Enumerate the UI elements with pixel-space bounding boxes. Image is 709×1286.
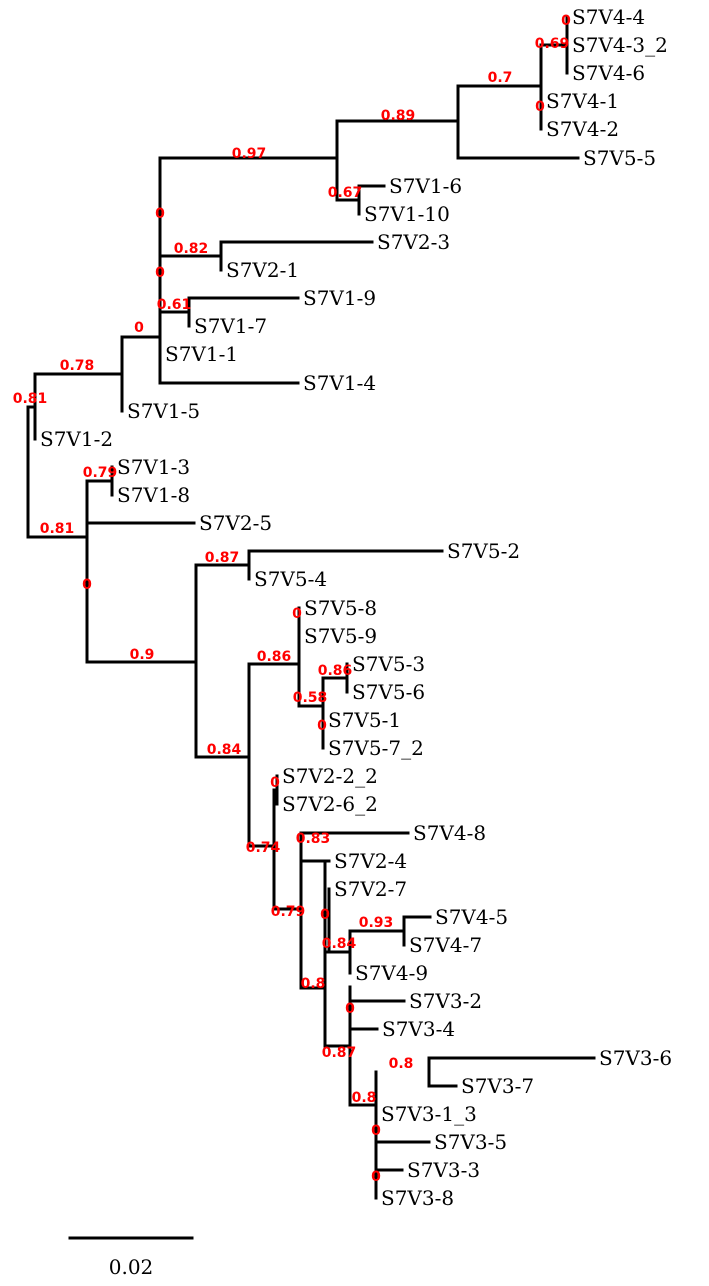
support-value: 0.74	[246, 840, 281, 856]
support-value: 0	[320, 907, 330, 923]
tip-label: S7V3-8	[381, 1186, 454, 1210]
tip-label: S7V2-3	[377, 230, 450, 254]
tip-label: S7V1-9	[303, 286, 376, 310]
support-value: 0	[292, 606, 302, 622]
tip-label: S7V1-6	[389, 174, 462, 198]
support-value: 0.8	[301, 976, 326, 992]
support-value: 0.87	[205, 550, 240, 566]
tip-label: S7V5-3	[352, 652, 425, 676]
support-value: 0.93	[359, 915, 394, 931]
tip-label: S7V5-4	[254, 567, 327, 591]
tip-label: S7V4-9	[355, 961, 428, 985]
support-value: 0.8	[352, 1090, 377, 1106]
support-value: 0.84	[322, 936, 357, 952]
support-value: 0	[371, 1123, 381, 1139]
support-value: 0.78	[60, 358, 95, 374]
tip-label: S7V4-7	[409, 933, 482, 957]
support-value: 0.87	[322, 1045, 357, 1061]
support-value: 0.86	[318, 663, 353, 679]
tip-label: S7V3-6	[599, 1046, 672, 1070]
tip-label: S7V5-9	[304, 624, 377, 648]
support-value: 0	[317, 718, 327, 734]
scale-bar-label: 0.02	[109, 1255, 154, 1279]
support-value: 0.8	[389, 1056, 414, 1072]
tip-label: S7V5-2	[447, 539, 520, 563]
tip-label: S7V3-4	[382, 1017, 455, 1041]
tip-label: S7V2-7	[334, 877, 407, 901]
tip-label: S7V2-2_2	[282, 764, 378, 788]
tip-label: S7V4-1	[546, 89, 619, 113]
tip-label: S7V2-5	[199, 511, 272, 535]
tip-label: S7V3-1_3	[381, 1102, 477, 1126]
support-value: 0.84	[207, 742, 242, 758]
tip-label: S7V4-6	[572, 61, 645, 85]
support-value: 0	[155, 206, 165, 222]
support-value: 0.97	[232, 146, 267, 162]
support-value: 0	[270, 775, 280, 791]
tip-label: S7V4-2	[546, 117, 619, 141]
support-value: 0.67	[328, 185, 363, 201]
scale-bar: 0.02	[68, 1236, 194, 1279]
support-value: 0	[535, 99, 545, 115]
tip-label: S7V5-1	[328, 708, 401, 732]
tip-label: S7V5-7_2	[328, 736, 424, 760]
support-value: 0.79	[271, 904, 306, 920]
support-value: 0	[345, 1001, 355, 1017]
tip-label: S7V5-6	[352, 680, 425, 704]
tip-label: S7V3-3	[407, 1158, 480, 1182]
tip-label: S7V2-6_2	[282, 792, 378, 816]
tip-label: S7V1-3	[117, 455, 190, 479]
support-value: 0.79	[83, 465, 118, 481]
support-value: 0.86	[257, 649, 292, 665]
tip-label: S7V3-7	[461, 1074, 534, 1098]
tip-label: S7V4-5	[435, 905, 508, 929]
tip-label: S7V5-5	[583, 146, 656, 170]
tip-label: S7V5-8	[304, 596, 377, 620]
tip-labels: S7V4-4 S7V4-3_2 S7V4-6 S7V4-1 S7V4-2 S7V5-5 S7…	[40, 5, 672, 1210]
tip-label: S7V1-1	[165, 342, 238, 366]
support-value: 0	[134, 320, 144, 336]
support-value: 0.58	[293, 690, 328, 706]
tip-label: S7V1-10	[364, 202, 450, 226]
tip-label: S7V2-4	[334, 849, 407, 873]
support-value: 0	[82, 577, 92, 593]
support-value: 0.69	[535, 36, 570, 52]
support-value: 0.83	[296, 831, 331, 847]
tip-label: S7V3-2	[409, 989, 482, 1013]
support-value: 0.82	[174, 241, 209, 257]
support-value: 0.9	[130, 647, 155, 663]
tree-branches	[26, 15, 596, 1200]
tip-label: S7V3-5	[434, 1130, 507, 1154]
support-value: 0.81	[13, 391, 48, 407]
support-labels: 0 0.69 0.7 0 0.89 0.97 0.67 0 0.82 0 0.61 0 0.78 0.81…	[13, 13, 571, 1185]
support-value: 0.61	[157, 297, 192, 313]
tip-label: S7V1-2	[40, 427, 113, 451]
tip-label: S7V4-3_2	[572, 33, 668, 57]
tip-label: S7V1-8	[117, 483, 190, 507]
support-value: 0	[371, 1169, 381, 1185]
support-value: 0.81	[40, 521, 75, 537]
tip-label: S7V4-4	[572, 5, 645, 29]
support-value: 0.7	[488, 70, 513, 86]
support-value: 0.89	[381, 108, 416, 124]
support-value: 0	[561, 13, 571, 29]
tip-label: S7V1-4	[303, 371, 376, 395]
tip-label: S7V2-1	[226, 258, 299, 282]
tip-label: S7V1-7	[194, 314, 267, 338]
tip-label: S7V4-8	[413, 821, 486, 845]
support-value: 0	[155, 265, 165, 281]
tip-label: S7V1-5	[127, 399, 200, 423]
